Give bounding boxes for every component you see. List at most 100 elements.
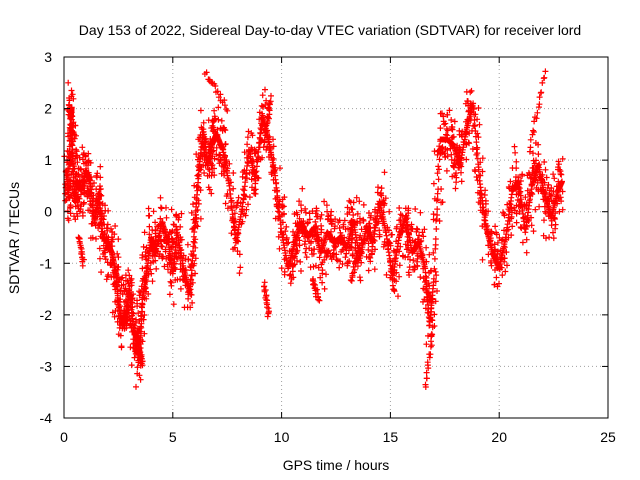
data-point bbox=[241, 167, 248, 174]
data-point bbox=[62, 181, 69, 188]
data-point bbox=[311, 246, 317, 253]
data-point bbox=[433, 217, 439, 224]
data-point bbox=[318, 261, 325, 268]
data-point bbox=[193, 184, 200, 190]
data-point bbox=[542, 166, 549, 173]
data-point bbox=[76, 154, 83, 161]
data-point bbox=[458, 178, 465, 185]
data-point bbox=[242, 193, 249, 200]
data-point bbox=[536, 101, 543, 108]
data-point bbox=[170, 301, 177, 308]
data-point bbox=[115, 298, 122, 305]
data-point bbox=[285, 239, 292, 246]
data-point bbox=[66, 95, 73, 101]
data-point bbox=[535, 141, 542, 148]
data-point bbox=[434, 212, 441, 218]
data-point bbox=[475, 199, 482, 206]
data-point bbox=[199, 131, 206, 138]
data-point bbox=[115, 254, 122, 261]
data-point bbox=[133, 316, 139, 323]
data-point bbox=[502, 268, 509, 275]
data-point bbox=[125, 280, 132, 287]
data-point bbox=[459, 128, 466, 135]
data-point bbox=[184, 304, 191, 311]
data-point bbox=[312, 218, 319, 225]
data-point bbox=[332, 223, 338, 230]
data-point bbox=[319, 279, 326, 286]
data-point bbox=[434, 206, 441, 213]
data-point bbox=[114, 250, 121, 257]
data-point bbox=[536, 161, 543, 168]
data-point bbox=[522, 194, 529, 201]
data-point bbox=[118, 282, 125, 289]
data-point bbox=[139, 301, 146, 308]
data-point bbox=[118, 275, 125, 282]
data-point bbox=[184, 241, 191, 248]
data-point bbox=[211, 172, 218, 179]
data-point bbox=[263, 122, 270, 129]
data-point bbox=[264, 127, 271, 134]
data-point bbox=[163, 214, 170, 221]
data-point bbox=[188, 251, 195, 258]
data-point bbox=[323, 202, 330, 209]
data-point bbox=[194, 172, 201, 179]
data-point bbox=[468, 87, 475, 94]
data-point bbox=[509, 223, 516, 230]
y-tick-label: -2 bbox=[40, 307, 53, 323]
data-point bbox=[387, 242, 394, 249]
data-point bbox=[365, 240, 372, 247]
data-point bbox=[451, 118, 458, 125]
data-point bbox=[188, 291, 195, 298]
data-point bbox=[152, 219, 159, 226]
data-point bbox=[123, 307, 130, 314]
data-point bbox=[541, 217, 547, 224]
data-point bbox=[95, 204, 102, 211]
data-point bbox=[346, 209, 353, 216]
data-point bbox=[534, 109, 541, 116]
data-point bbox=[434, 288, 440, 294]
data-point bbox=[316, 254, 323, 261]
data-point bbox=[209, 122, 216, 129]
data-point bbox=[201, 170, 208, 176]
data-point bbox=[128, 282, 135, 289]
data-point bbox=[302, 205, 309, 212]
data-point bbox=[189, 299, 196, 306]
data-point bbox=[69, 150, 76, 157]
data-point bbox=[374, 212, 381, 219]
data-point bbox=[221, 161, 228, 168]
data-point bbox=[416, 232, 423, 239]
data-point bbox=[350, 212, 357, 218]
data-point bbox=[479, 155, 486, 162]
data-point bbox=[524, 187, 531, 194]
data-point bbox=[146, 248, 153, 255]
data-point bbox=[342, 226, 349, 233]
data-point bbox=[427, 314, 434, 321]
data-point bbox=[356, 215, 363, 222]
data-point bbox=[103, 276, 110, 283]
data-point bbox=[197, 107, 204, 114]
data-point bbox=[88, 190, 95, 197]
data-point bbox=[503, 249, 510, 256]
data-point bbox=[530, 150, 536, 157]
data-point bbox=[446, 107, 453, 114]
data-point bbox=[222, 153, 228, 160]
data-point bbox=[93, 172, 100, 179]
data-point bbox=[211, 116, 218, 123]
data-point bbox=[484, 222, 491, 229]
data-point bbox=[192, 270, 199, 277]
data-point bbox=[141, 229, 148, 236]
data-point bbox=[404, 215, 411, 222]
data-point bbox=[442, 153, 449, 160]
data-point bbox=[302, 209, 309, 216]
data-point bbox=[273, 201, 280, 208]
data-point bbox=[146, 223, 153, 230]
data-point bbox=[172, 250, 179, 257]
data-point bbox=[266, 101, 273, 108]
data-point bbox=[499, 272, 506, 279]
data-point bbox=[101, 213, 107, 219]
data-point bbox=[432, 268, 439, 275]
x-tick-label: 5 bbox=[169, 429, 177, 445]
y-tick-label: -1 bbox=[40, 255, 53, 271]
data-point bbox=[433, 197, 440, 204]
data-point bbox=[224, 165, 231, 172]
